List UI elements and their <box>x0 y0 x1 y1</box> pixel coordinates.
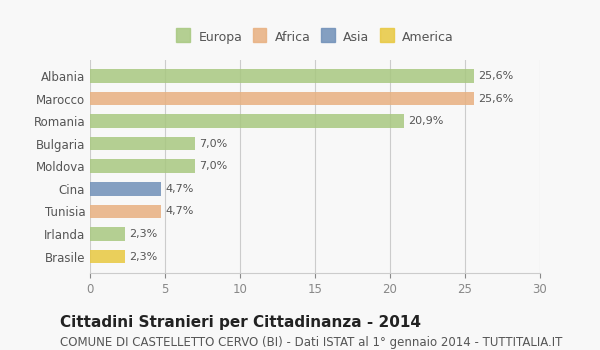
Text: 7,0%: 7,0% <box>199 139 228 149</box>
Text: 25,6%: 25,6% <box>479 93 514 104</box>
Text: 20,9%: 20,9% <box>408 116 443 126</box>
Bar <box>90 137 195 150</box>
Bar <box>90 69 474 83</box>
Bar <box>90 160 195 173</box>
Text: Cittadini Stranieri per Cittadinanza - 2014: Cittadini Stranieri per Cittadinanza - 2… <box>60 315 421 330</box>
Text: 4,7%: 4,7% <box>165 184 193 194</box>
Bar <box>90 250 125 263</box>
Bar <box>90 227 125 241</box>
Text: COMUNE DI CASTELLETTO CERVO (BI) - Dati ISTAT al 1° gennaio 2014 - TUTTITALIA.IT: COMUNE DI CASTELLETTO CERVO (BI) - Dati … <box>60 336 562 349</box>
Bar <box>90 205 161 218</box>
Bar <box>90 182 161 196</box>
Bar <box>90 92 474 105</box>
Text: 4,7%: 4,7% <box>165 206 193 216</box>
Text: 7,0%: 7,0% <box>199 161 228 171</box>
Text: 2,3%: 2,3% <box>129 252 157 261</box>
Text: 2,3%: 2,3% <box>129 229 157 239</box>
Text: 25,6%: 25,6% <box>479 71 514 81</box>
Bar <box>90 114 404 128</box>
Legend: Europa, Africa, Asia, America: Europa, Africa, Asia, America <box>172 27 458 48</box>
